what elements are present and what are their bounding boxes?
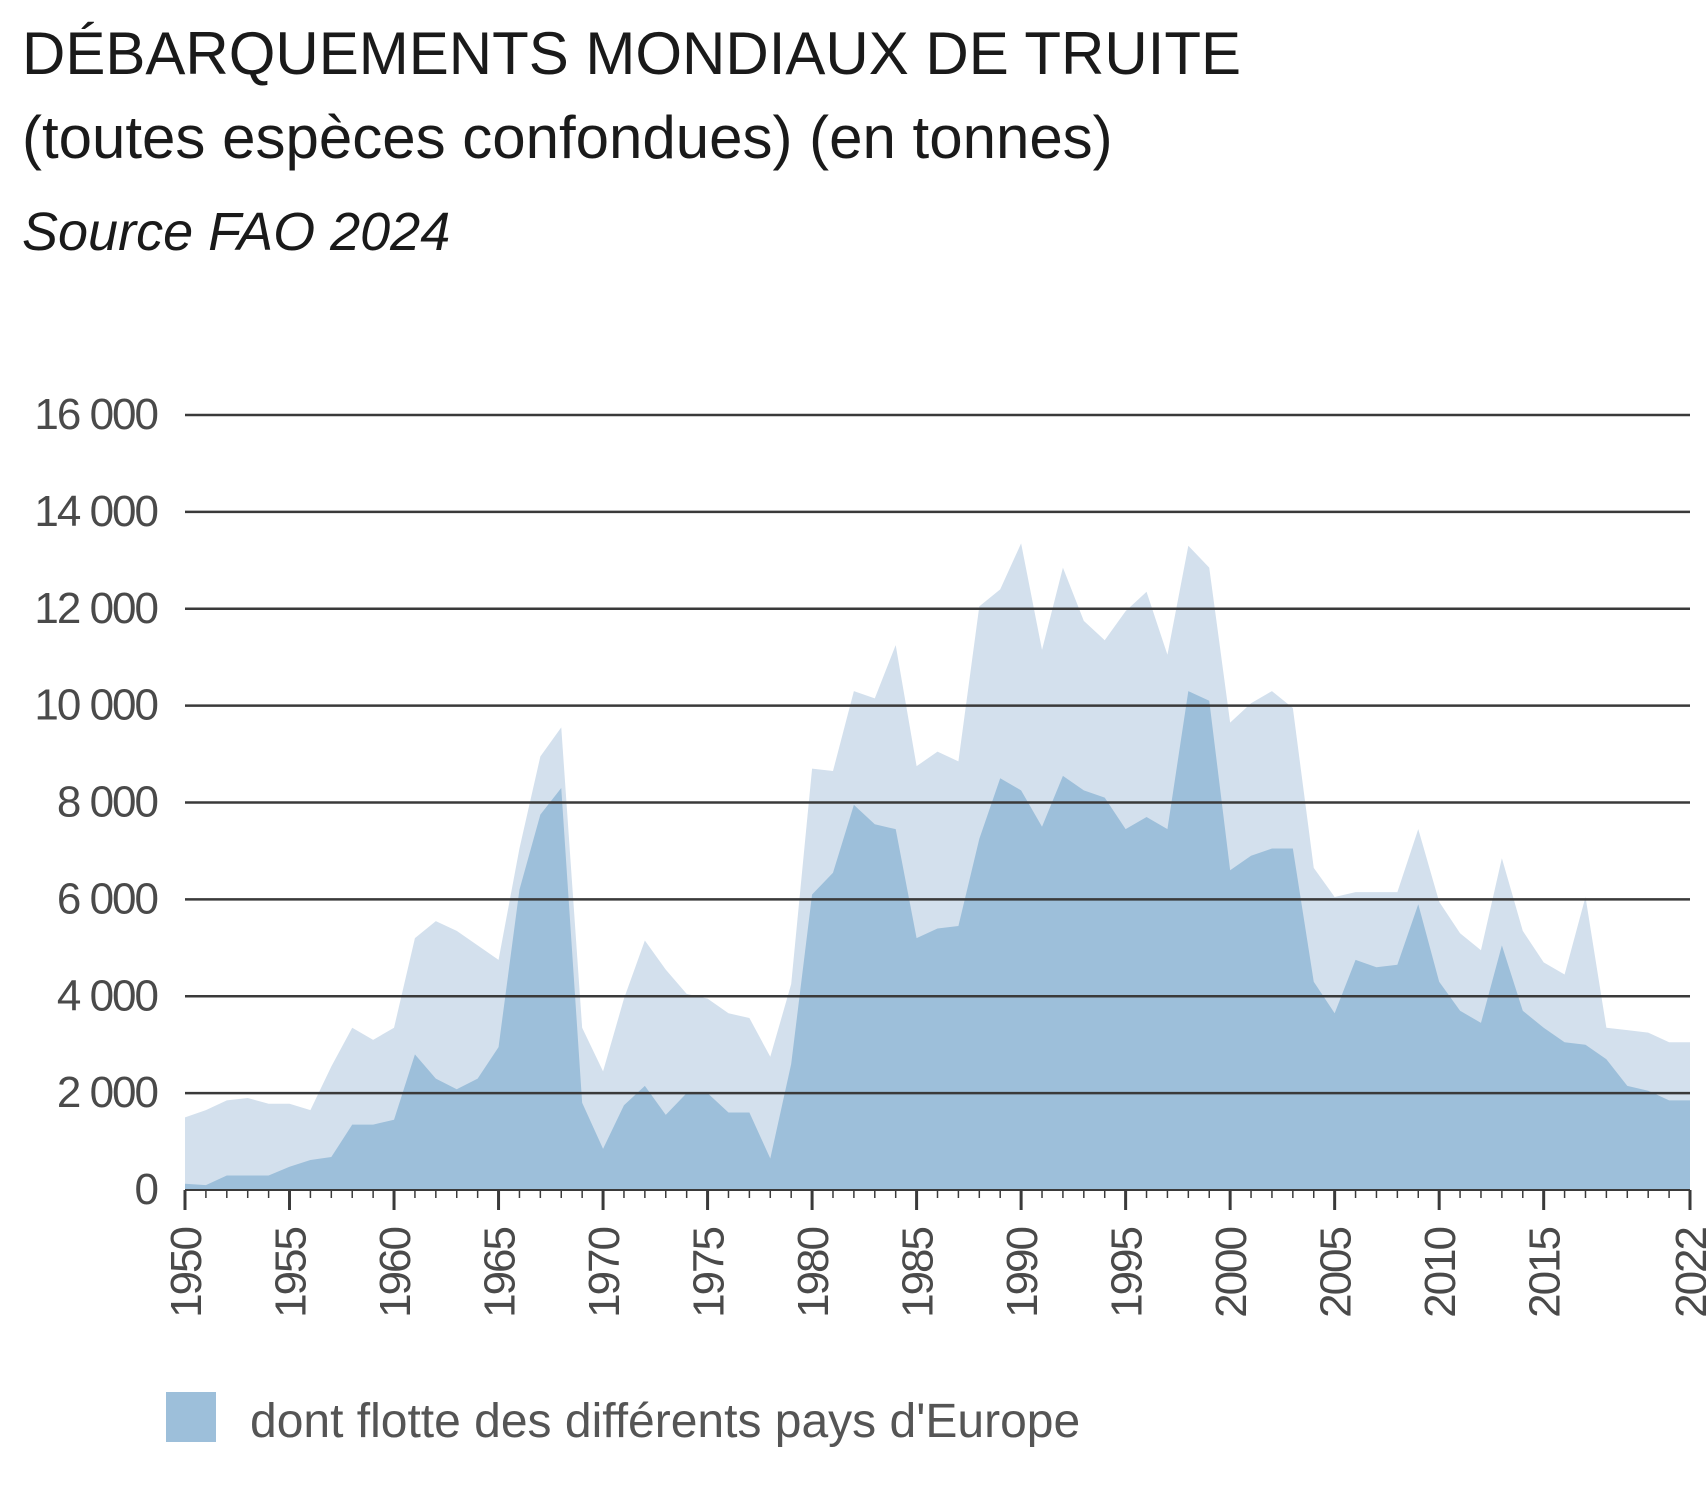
legend-swatch-europe xyxy=(166,1392,216,1442)
x-tick-label: 1960 xyxy=(371,1227,420,1317)
x-tick-label: 1985 xyxy=(894,1227,943,1317)
y-tick-label: 12 000 xyxy=(34,584,157,633)
y-tick-label: 0 xyxy=(135,1165,158,1214)
area-europe-fleet xyxy=(185,691,1690,1190)
x-tick-label: 1995 xyxy=(1103,1227,1152,1317)
x-tick-label: 1975 xyxy=(685,1227,734,1317)
legend: dont flotte des différents pays d'Europe xyxy=(166,1392,1080,1448)
y-tick-label: 6 000 xyxy=(57,874,158,923)
x-tick-label: 1950 xyxy=(162,1227,211,1317)
x-tick-label: 1990 xyxy=(998,1227,1047,1317)
y-tick-label: 8 000 xyxy=(57,778,158,827)
y-tick-label: 16 000 xyxy=(34,390,157,439)
chart-source: Source FAO 2024 xyxy=(22,202,450,262)
x-tick-label: 2015 xyxy=(1521,1227,1570,1317)
y-tick-label: 10 000 xyxy=(34,681,157,730)
y-tick-label: 2 000 xyxy=(57,1068,158,1117)
x-tick-label: 2005 xyxy=(1312,1227,1361,1317)
x-tick-label: 1965 xyxy=(476,1227,525,1317)
x-tick-label: 1955 xyxy=(267,1227,316,1317)
x-axis-ticks: 1950 1955 1960 1965 1970 1975 1980 1985 1990 1995… xyxy=(162,1190,1706,1318)
x-tick-label: 2022 xyxy=(1667,1227,1706,1317)
chart-title-line1: DÉBARQUEMENTS MONDIAUX DE TRUITE xyxy=(22,20,1241,87)
legend-label-europe: dont flotte des différents pays d'Europe xyxy=(250,1395,1080,1448)
y-tick-label: 4 000 xyxy=(57,971,158,1020)
x-tick-label: 1970 xyxy=(580,1227,629,1317)
x-tick-label: 2010 xyxy=(1416,1227,1465,1317)
x-tick-label: 1980 xyxy=(789,1227,838,1317)
y-axis-ticks: 0 2 000 4 000 6 000 8 000 10 000 12 000 14 000 1… xyxy=(34,390,159,1214)
x-tick-label: 2000 xyxy=(1207,1227,1256,1317)
y-tick-label: 14 000 xyxy=(34,487,157,536)
chart-title-line2: (toutes espèces confondues) (en tonnes) xyxy=(22,104,1113,171)
plot-areas xyxy=(185,543,1690,1190)
